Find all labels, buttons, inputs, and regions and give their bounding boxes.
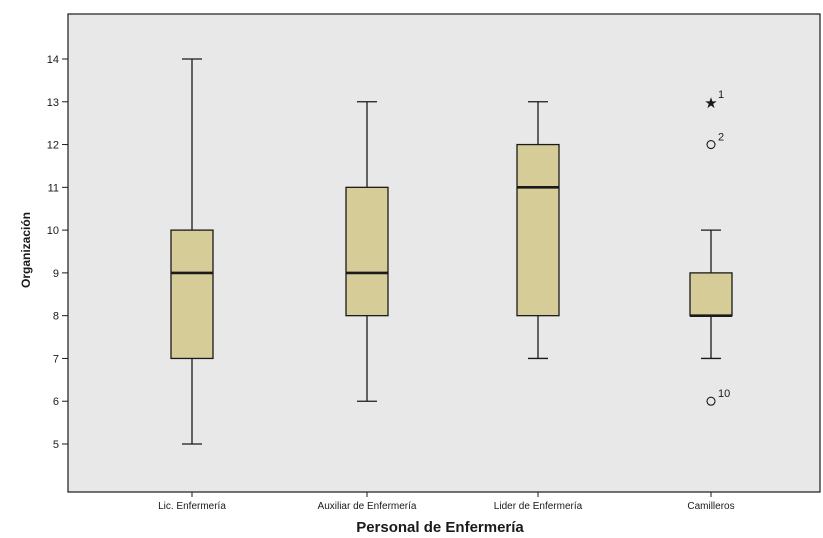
box-iqr [516, 143, 560, 317]
box-iqr [689, 272, 733, 317]
y-tick-label: 10 [47, 225, 59, 237]
x-tick-label: Lic. Enfermería [158, 501, 226, 512]
box-iqr [345, 186, 389, 317]
outlier-label: 2 [718, 132, 724, 144]
outlier-circle-marker [706, 140, 716, 150]
x-axis-title: Personal de Enfermería [356, 519, 524, 536]
x-axis-ticks: Lic. Enfermería Auxiliar de Enfermería Lid… [158, 492, 735, 512]
y-tick-label: 11 [48, 182, 59, 194]
outlier-label: 10 [718, 388, 730, 400]
box-iqr [170, 229, 214, 360]
box-group: ★ 1 2 10 [689, 89, 733, 406]
box-group [170, 58, 214, 445]
y-axis-ticks: 5 6 7 8 9 10 11 12 13 14 [47, 54, 68, 451]
x-tick-label: Camilleros [687, 501, 734, 512]
y-tick-label: 8 [53, 311, 59, 323]
box-group [345, 101, 389, 402]
outlier-star-marker: ★ [704, 95, 717, 112]
y-tick-label: 13 [47, 97, 59, 109]
outlier-label: 1 [718, 89, 724, 101]
y-tick-label: 6 [53, 396, 59, 408]
y-tick-label: 12 [47, 140, 59, 152]
x-tick-label: Auxiliar de Enfermería [318, 501, 417, 512]
y-tick-label: 5 [53, 439, 59, 451]
boxplot-series: ★ 1 2 10 [170, 58, 733, 445]
y-tick-label: 14 [47, 54, 59, 66]
y-axis-title: Organización [19, 212, 33, 288]
outlier-circle-marker [706, 396, 716, 406]
y-tick-label: 9 [53, 268, 59, 280]
y-tick-label: 7 [53, 353, 59, 365]
box-group [516, 101, 560, 360]
x-tick-label: Lider de Enfermería [494, 501, 583, 512]
